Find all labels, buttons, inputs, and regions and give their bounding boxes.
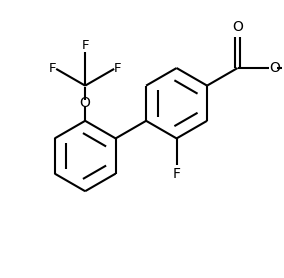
Text: F: F [114, 62, 122, 75]
Text: F: F [82, 39, 89, 52]
Text: O: O [232, 20, 243, 34]
Text: O: O [270, 61, 281, 75]
Text: F: F [173, 167, 181, 181]
Text: F: F [49, 62, 56, 75]
Text: O: O [80, 96, 91, 110]
